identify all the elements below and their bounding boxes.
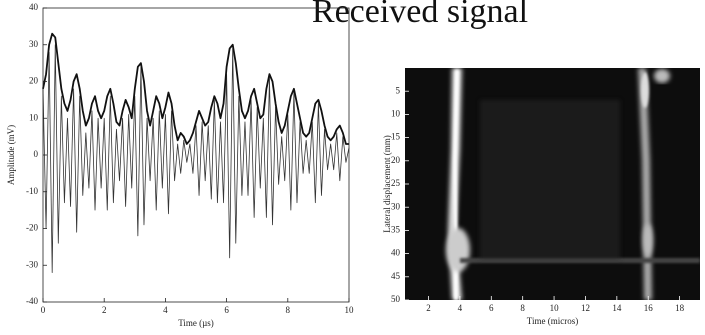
y-tick-label: 40 [29, 2, 39, 12]
y-tick-label: 20 [29, 76, 39, 86]
y-tick-label: -30 [26, 259, 38, 269]
y-tick-label: 5 [396, 85, 401, 95]
x-tick-label: 6 [224, 305, 229, 315]
x-tick-label: 0 [41, 305, 46, 315]
y-tick-label: 25 [391, 178, 401, 188]
y-tick-label: 45 [391, 271, 401, 281]
x-tick-label: 2 [426, 303, 431, 313]
y-tick-label: -10 [26, 186, 38, 196]
y-tick-label: 10 [391, 108, 401, 118]
y-axis-label: Amplitude (mV) [6, 125, 16, 185]
y-axis-label: Lateral displacement (mm) [382, 135, 392, 232]
y-tick-label: 30 [29, 39, 39, 49]
signal-line [42, 32, 349, 145]
x-tick-label: 12 [581, 303, 590, 313]
x-tick-label: 8 [286, 305, 291, 315]
figure-title: Received signal [312, 0, 528, 30]
x-axis-label: Time (µs) [178, 318, 214, 328]
x-tick-label: 4 [163, 305, 168, 315]
y-tick-label: 10 [29, 112, 39, 122]
plot-frame [42, 7, 350, 303]
b-scan-image [405, 68, 700, 300]
y-tick-label: 0 [34, 149, 39, 159]
y-tick-label: -20 [26, 223, 38, 233]
signal-line [42, 44, 350, 273]
x-axis-label: Time (micros) [527, 316, 578, 326]
x-tick-label: 18 [675, 303, 685, 313]
y-tick-label: 35 [391, 224, 401, 234]
x-tick-label: 6 [489, 303, 494, 313]
x-tick-label: 10 [345, 305, 355, 315]
y-tick-label: 15 [391, 132, 401, 142]
x-tick-label: 14 [612, 303, 622, 313]
x-tick-label: 4 [458, 303, 463, 313]
y-tick-label: -40 [26, 296, 38, 306]
x-tick-label: 2 [102, 305, 107, 315]
y-tick-label: 40 [391, 248, 401, 258]
x-tick-label: 16 [644, 303, 654, 313]
x-tick-label: 10 [550, 303, 560, 313]
y-tick-label: 20 [391, 155, 401, 165]
x-tick-label: 8 [520, 303, 525, 313]
y-tick-label: 30 [391, 201, 401, 211]
y-tick-label: 50 [391, 294, 401, 304]
